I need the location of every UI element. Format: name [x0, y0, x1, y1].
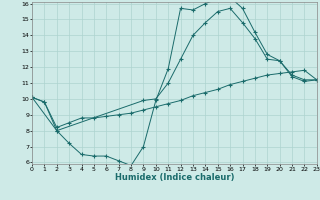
X-axis label: Humidex (Indice chaleur): Humidex (Indice chaleur)	[115, 173, 234, 182]
